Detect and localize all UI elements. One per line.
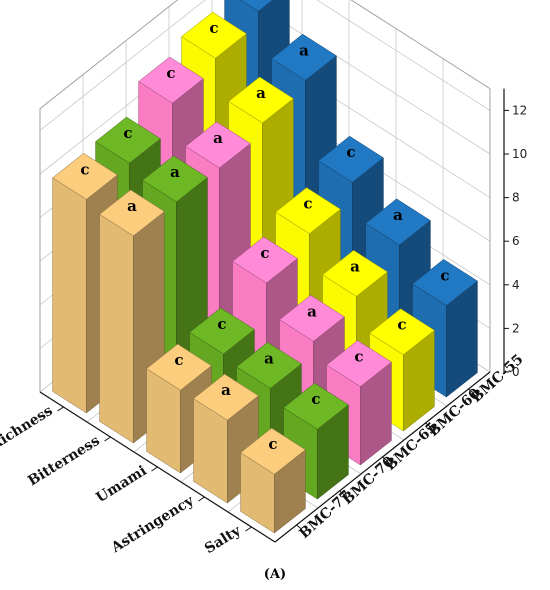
category-tick [198, 496, 205, 502]
significance-label: a [264, 349, 274, 367]
significance-label: c [346, 143, 355, 161]
bar-face-top [326, 340, 392, 387]
series-tick [468, 388, 474, 394]
significance-label: c [217, 315, 226, 333]
bar-face-top [181, 11, 247, 59]
significance-label: a [170, 163, 180, 181]
significance-label: a [299, 41, 309, 59]
bar-face-top [369, 308, 435, 356]
significance-label: c [80, 160, 89, 178]
bar-face-top [271, 33, 337, 81]
significance-label: a [350, 257, 360, 275]
category-label: Astringency [108, 492, 197, 556]
significance-label: c [311, 390, 320, 408]
bar-face-top [279, 294, 345, 342]
significance-label: c [260, 244, 269, 262]
z-tick-label: 4 [512, 278, 520, 292]
category-tick [104, 436, 111, 442]
bar-face-top [138, 56, 204, 104]
z-tick-label: 10 [512, 147, 527, 161]
z-tick-label: 12 [512, 103, 527, 117]
grid-line [39, 0, 206, 131]
significance-label: a [127, 197, 137, 215]
grid-line [254, 3, 491, 155]
significance-label: c [209, 19, 218, 37]
series-tick [425, 422, 431, 428]
bar-face-front [52, 177, 87, 414]
bar-face-top [99, 189, 165, 237]
frame-edge [350, 0, 491, 89]
significance-label: c [397, 316, 406, 334]
significance-label: c [354, 348, 363, 366]
bar-face-top [52, 152, 118, 200]
bar-face-top [318, 135, 384, 183]
bar-face-top [283, 382, 349, 430]
category-label: Bitterness [25, 433, 102, 490]
category-tick [57, 406, 64, 412]
series-tick [296, 524, 302, 530]
bar-face-top [228, 76, 294, 124]
significance-label: c [268, 435, 277, 453]
bar-face-top [275, 187, 341, 235]
category-label: Umami [93, 463, 149, 506]
bar-face-top [185, 121, 251, 169]
significance-label: c [440, 266, 449, 284]
bar-face-top [146, 343, 212, 391]
series-tick [339, 490, 345, 496]
bar-face-top [232, 236, 298, 284]
bar-face-top [322, 249, 388, 297]
series-tick [382, 456, 388, 462]
significance-label: a [307, 302, 317, 320]
z-tick-label: 6 [512, 234, 520, 248]
panel-label: (A) [264, 567, 286, 582]
z-tick-label: 2 [512, 321, 520, 335]
bar: a [193, 373, 259, 504]
significance-label: a [393, 206, 403, 224]
bar-face-front [99, 213, 134, 444]
bar-face-top [189, 307, 255, 355]
significance-label: c [166, 64, 175, 82]
bar-face-top [236, 341, 302, 389]
frame-edge [39, 0, 179, 109]
bar-face-top [240, 0, 273, 12]
category-tick [151, 466, 158, 472]
category-label: Salty [202, 522, 244, 557]
significance-label: c [303, 195, 312, 213]
category-label: Richness [0, 403, 56, 454]
bar: c [240, 427, 306, 534]
z-tick-label: 8 [512, 191, 520, 205]
z-tick-label: 0 [512, 365, 520, 379]
bar-face-top [412, 259, 478, 306]
bar-face-top [193, 373, 259, 421]
bars: cacaccacaccacaccacaccacac [52, 0, 478, 534]
significance-label: a [221, 381, 231, 399]
significance-label: a [256, 84, 266, 102]
bar-face-top [365, 198, 431, 246]
significance-label: c [123, 124, 132, 142]
significance-label: c [174, 351, 183, 369]
bar-face-top [95, 116, 161, 164]
significance-label: a [213, 129, 223, 147]
category-tick [245, 526, 252, 532]
bar-face-top [142, 155, 208, 203]
bar-face-top [240, 427, 306, 475]
grid-line [316, 0, 491, 111]
